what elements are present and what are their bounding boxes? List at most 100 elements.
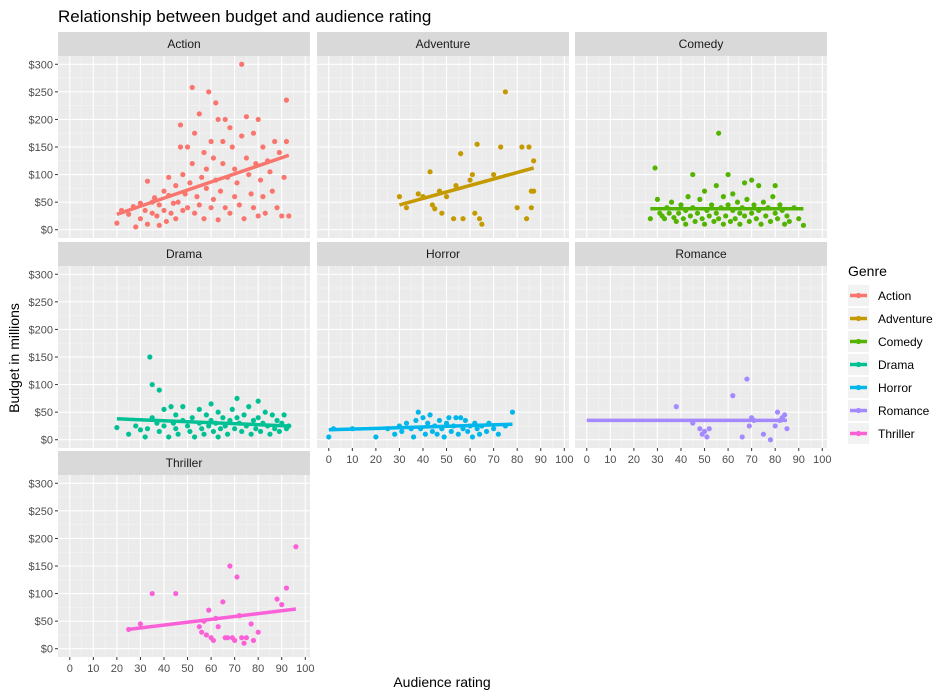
data-point bbox=[175, 431, 181, 437]
data-point bbox=[234, 180, 240, 186]
data-point bbox=[737, 221, 743, 227]
data-point bbox=[680, 216, 686, 222]
data-point bbox=[462, 417, 468, 424]
facet-panel-comedy: Comedy bbox=[575, 32, 827, 238]
facet-panel-adventure: Adventure bbox=[317, 32, 569, 238]
data-point bbox=[465, 428, 471, 435]
data-point bbox=[732, 216, 738, 222]
data-point bbox=[749, 210, 755, 216]
data-point bbox=[713, 183, 719, 189]
facet-strip-label: Romance bbox=[675, 247, 727, 261]
facet-strip bbox=[575, 32, 827, 56]
data-point bbox=[711, 218, 717, 225]
data-point bbox=[137, 621, 144, 627]
data-point bbox=[196, 406, 202, 412]
data-point bbox=[248, 431, 254, 437]
y-tick-label: $0 bbox=[41, 435, 53, 447]
data-point bbox=[229, 406, 235, 412]
data-point bbox=[208, 205, 214, 211]
data-point bbox=[429, 428, 436, 435]
data-point bbox=[734, 199, 741, 205]
x-tick-label: 100 bbox=[555, 454, 573, 466]
data-point bbox=[203, 632, 209, 638]
data-point bbox=[229, 144, 235, 150]
legend-item-romance: Romance bbox=[848, 400, 930, 421]
data-point bbox=[269, 412, 275, 418]
y-tick-label: $50 bbox=[35, 616, 53, 628]
data-point bbox=[175, 199, 181, 205]
data-point bbox=[255, 398, 261, 404]
data-point bbox=[191, 130, 198, 136]
x-tick-label: 0 bbox=[584, 454, 590, 466]
data-point bbox=[730, 393, 736, 399]
data-point bbox=[737, 210, 743, 216]
data-point bbox=[241, 412, 247, 418]
facet-strip bbox=[58, 451, 310, 475]
data-point bbox=[531, 158, 537, 164]
y-tick-label: $100 bbox=[29, 589, 53, 601]
facet-strip bbox=[317, 242, 569, 266]
data-point bbox=[491, 171, 497, 178]
data-point bbox=[514, 205, 520, 211]
data-point bbox=[260, 144, 266, 150]
data-point bbox=[326, 434, 332, 440]
facet-strip-label: Action bbox=[167, 37, 200, 51]
data-point bbox=[137, 216, 144, 222]
trend-line bbox=[128, 607, 297, 632]
data-point bbox=[191, 434, 198, 440]
y-tick-label: $200 bbox=[29, 324, 53, 336]
data-point bbox=[692, 218, 698, 225]
data-point bbox=[676, 210, 682, 216]
data-point bbox=[246, 171, 252, 178]
x-tick-label: 80 bbox=[252, 663, 264, 675]
data-point bbox=[458, 415, 464, 421]
data-point bbox=[206, 89, 212, 95]
data-point bbox=[701, 428, 708, 435]
data-point bbox=[293, 544, 299, 550]
legend-item-action: Action bbox=[848, 285, 911, 306]
data-point bbox=[509, 409, 516, 415]
data-point bbox=[524, 216, 530, 222]
data-point bbox=[744, 196, 750, 202]
data-point bbox=[220, 599, 226, 605]
data-point bbox=[144, 178, 151, 184]
data-point bbox=[413, 417, 419, 424]
data-point bbox=[126, 211, 132, 217]
data-point bbox=[213, 100, 219, 106]
y-tick-label: $0 bbox=[41, 225, 53, 237]
data-point bbox=[180, 404, 186, 410]
x-tick-label: 50 bbox=[181, 663, 193, 675]
data-point bbox=[784, 426, 790, 432]
data-point bbox=[201, 149, 207, 156]
legend-item-drama: Drama bbox=[848, 354, 914, 375]
data-point bbox=[706, 426, 712, 432]
data-point bbox=[272, 426, 278, 432]
data-point bbox=[283, 585, 290, 591]
data-point bbox=[168, 404, 174, 410]
data-point bbox=[203, 185, 209, 191]
data-point bbox=[772, 210, 778, 216]
data-point bbox=[443, 194, 450, 200]
data-point bbox=[154, 213, 160, 219]
data-point bbox=[163, 218, 169, 225]
data-point bbox=[248, 621, 254, 627]
data-point bbox=[713, 210, 719, 216]
data-point bbox=[255, 415, 261, 421]
data-point bbox=[250, 205, 257, 211]
data-point bbox=[727, 218, 734, 225]
data-point bbox=[173, 590, 179, 597]
data-point bbox=[786, 218, 792, 225]
data-point bbox=[220, 415, 226, 421]
data-point bbox=[498, 144, 504, 150]
data-point bbox=[661, 216, 668, 222]
data-point bbox=[720, 194, 726, 200]
y-tick-label: $50 bbox=[35, 407, 53, 419]
facet-strip-label: Adventure bbox=[416, 37, 471, 51]
data-point bbox=[133, 423, 139, 429]
data-point bbox=[495, 431, 501, 437]
data-point bbox=[479, 221, 485, 227]
legend-item-adventure: Adventure bbox=[848, 308, 933, 329]
data-point bbox=[189, 415, 195, 421]
x-tick-label: 30 bbox=[393, 454, 405, 466]
